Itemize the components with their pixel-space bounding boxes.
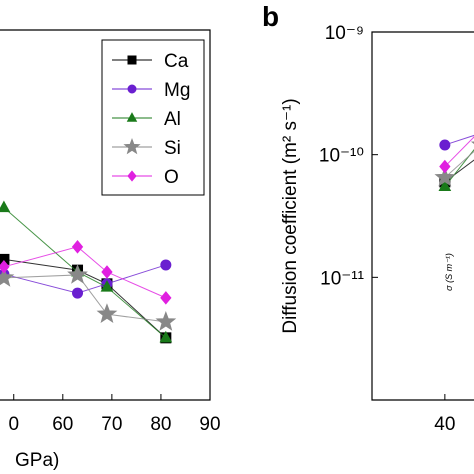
axes: 0 60 70 80 90 Ca Mg Al Si O 40 10⁻⁹ 10⁻¹⁰ 10⁻¹¹ — [8, 23, 455, 435]
legend-label: O — [164, 167, 179, 188]
marker — [438, 179, 452, 192]
marker — [127, 55, 137, 65]
marker — [160, 259, 172, 271]
marker — [127, 84, 137, 94]
marker — [101, 265, 113, 279]
y-tick-label: 10⁻¹⁰ — [319, 146, 364, 167]
marker — [439, 159, 451, 174]
marker — [159, 330, 173, 343]
marker — [160, 291, 172, 305]
left-plot — [0, 200, 177, 344]
series-line — [3, 258, 167, 339]
x-tick-label: 0 — [8, 414, 19, 435]
x-tick-label: 40 — [434, 414, 455, 435]
inset-label: σ (S m⁻¹) — [444, 253, 454, 291]
right-plot — [434, 134, 474, 192]
marker — [71, 240, 84, 254]
x-tick-label: 60 — [52, 414, 73, 435]
legend-label: Al — [164, 109, 181, 130]
series-line — [3, 264, 166, 294]
y-tick-label: 10⁻⁹ — [325, 23, 364, 44]
series-line — [444, 134, 474, 146]
series-line — [3, 274, 166, 323]
marker — [434, 166, 456, 187]
left-frame — [0, 29, 211, 401]
x-tick-label: 80 — [150, 414, 171, 435]
series-line — [3, 207, 167, 339]
series-line — [3, 246, 167, 299]
series-line — [444, 149, 474, 187]
marker — [67, 264, 88, 284]
marker — [123, 137, 141, 155]
marker — [0, 200, 11, 213]
marker — [127, 170, 137, 182]
right-frame — [371, 31, 474, 401]
marker — [100, 280, 114, 292]
marker — [96, 303, 118, 323]
y-axis-label: Diffusion coefficient (m² s⁻¹) — [280, 98, 301, 333]
x-axis-label: GPa) — [15, 450, 59, 471]
panel-label: b — [262, 1, 279, 32]
marker — [0, 260, 10, 274]
marker — [126, 112, 138, 122]
marker — [155, 311, 177, 331]
series-line — [444, 136, 474, 167]
legend-label: Ca — [164, 51, 189, 72]
x-tick-label: 70 — [101, 414, 122, 435]
marker — [439, 139, 451, 151]
series-line — [444, 150, 474, 178]
x-tick-label: 90 — [199, 414, 220, 435]
y-tick-label: 10⁻¹¹ — [320, 268, 364, 289]
legend-label: Mg — [164, 80, 190, 101]
marker — [72, 287, 84, 299]
legend-label: Si — [164, 138, 181, 159]
